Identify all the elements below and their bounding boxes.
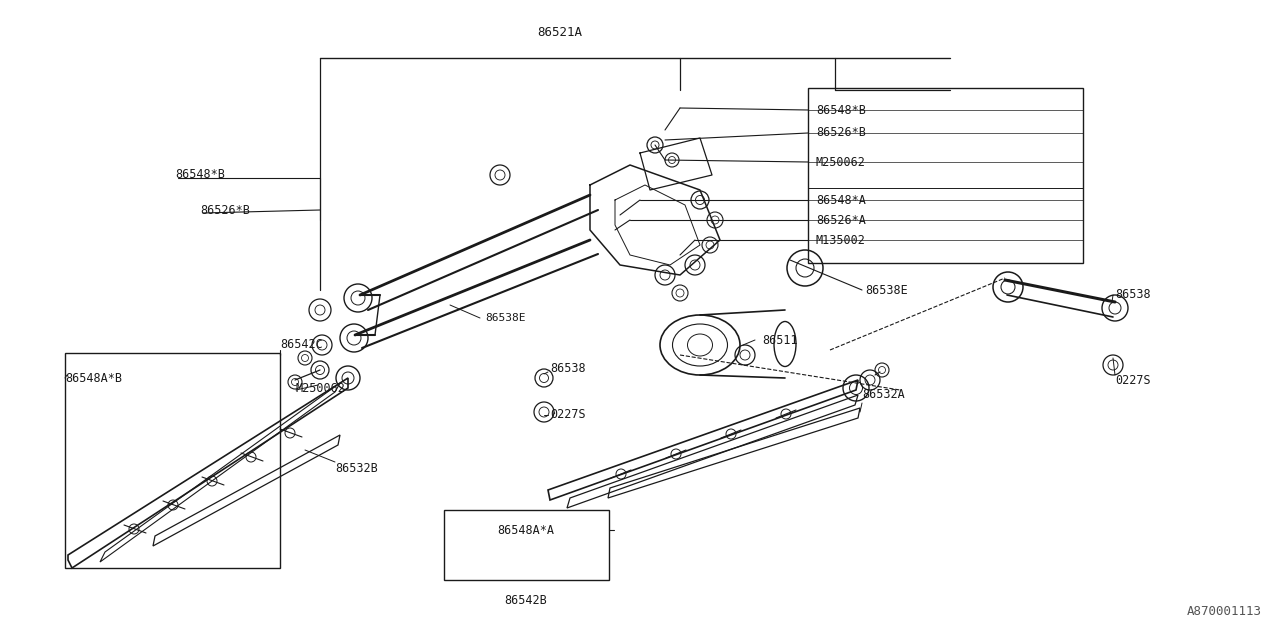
Text: A870001113: A870001113	[1187, 605, 1262, 618]
Text: M135002: M135002	[817, 234, 865, 246]
Text: 86548*B: 86548*B	[817, 104, 865, 116]
Text: 0227S: 0227S	[1115, 374, 1151, 387]
Bar	[65, 353, 280, 568]
Text: 86548A*B: 86548A*B	[65, 371, 122, 385]
Text: 86526*B: 86526*B	[817, 127, 865, 140]
Text: 86548*A: 86548*A	[817, 193, 865, 207]
Text: 86548A*A: 86548A*A	[498, 524, 554, 536]
Bar	[808, 88, 1083, 263]
Text: 86538: 86538	[1115, 289, 1151, 301]
Text: M250062: M250062	[817, 156, 865, 168]
Text: 86548*B: 86548*B	[175, 168, 225, 182]
Text: 86511: 86511	[762, 333, 797, 346]
Text: 86542B: 86542B	[504, 593, 548, 607]
Text: 0227S: 0227S	[550, 408, 586, 422]
Bar	[444, 510, 609, 580]
Text: 86532A: 86532A	[861, 388, 905, 401]
Text: 86538E: 86538E	[485, 313, 526, 323]
Text: 86526*B: 86526*B	[200, 204, 250, 216]
Text: 86532B: 86532B	[335, 461, 378, 474]
Text: M250062: M250062	[294, 381, 344, 394]
Text: 86521A: 86521A	[538, 26, 582, 38]
Text: 86538E: 86538E	[865, 284, 908, 296]
Text: 86542C: 86542C	[280, 337, 323, 351]
Text: 86538: 86538	[550, 362, 586, 374]
Text: 86526*A: 86526*A	[817, 214, 865, 227]
